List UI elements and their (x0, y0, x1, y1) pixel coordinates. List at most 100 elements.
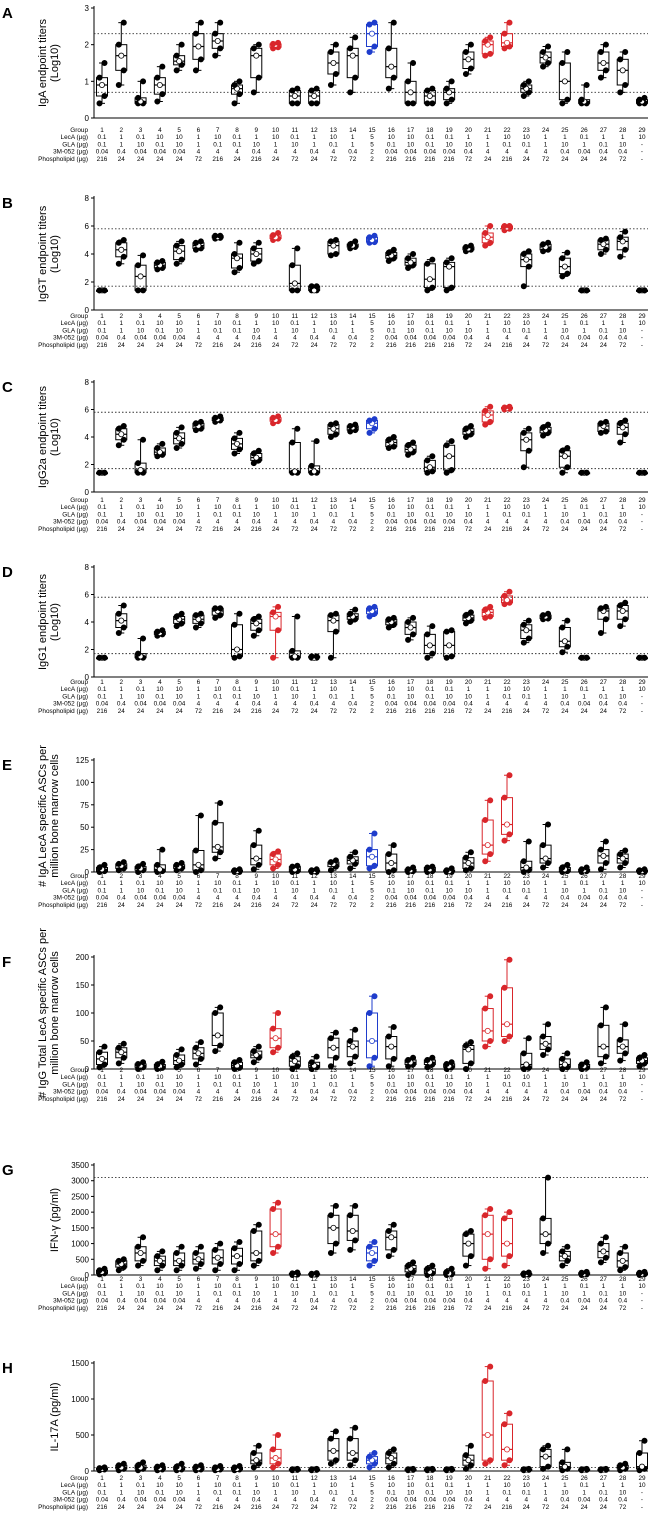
table-cell: 216 (405, 708, 416, 715)
table-cell: 72 (291, 1305, 299, 1312)
data-point (255, 1043, 262, 1050)
data-point (501, 222, 508, 229)
table-row-label: Phospholipid (µg) (38, 156, 88, 163)
table-cell: 7 (216, 1475, 220, 1482)
table-cell: 23 (523, 313, 531, 320)
box-group-19 (443, 865, 456, 876)
data-point (443, 85, 450, 92)
box-group-14 (346, 1424, 359, 1469)
data-point (462, 1452, 469, 1459)
table-cell: 216 (405, 1504, 416, 1511)
box-group-23 (520, 1035, 533, 1073)
table-cell: 216 (386, 1305, 397, 1312)
box-group-15 (366, 232, 378, 246)
data-point (622, 847, 629, 854)
table-cell: 0.04 (134, 895, 147, 902)
table-cell: 0.4 (252, 1497, 261, 1504)
data-point (173, 1052, 180, 1059)
table-cell: 10 (446, 1290, 454, 1297)
data-point (467, 609, 474, 616)
table-cell: 1 (621, 880, 625, 887)
table-cell: 0.04 (578, 895, 591, 902)
table-cell: 0.04 (404, 1089, 417, 1096)
table-cell: 4 (525, 1089, 529, 1096)
table-cell: - (641, 887, 643, 894)
table-cell: 72 (349, 1305, 357, 1312)
table-cell: 0.1 (98, 686, 107, 693)
box-group-8 (231, 1462, 243, 1474)
data-point (96, 1064, 103, 1071)
table-cell: 0.04 (385, 1298, 398, 1305)
table-cell: 216 (502, 526, 513, 533)
data-point (410, 1259, 417, 1266)
data-point (236, 610, 243, 617)
table-cell: 4 (274, 701, 278, 708)
table-cell: 15 (368, 679, 376, 686)
table-cell: 1 (312, 887, 316, 894)
data-point (617, 1462, 624, 1469)
table-cell: 4 (505, 149, 509, 156)
table-cell: 216 (97, 156, 108, 163)
data-point (231, 450, 238, 457)
table-cell: 1 (120, 504, 124, 511)
data-point (602, 1465, 609, 1472)
box-group-20 (462, 849, 475, 874)
table-cell: 10 (330, 134, 338, 141)
data-point (545, 421, 552, 428)
table-cell: 24 (484, 1305, 492, 1312)
data-point (115, 1257, 122, 1264)
table-cell: 4 (197, 149, 201, 156)
data-point (115, 425, 122, 432)
table-cell: 0.1 (387, 1489, 396, 1496)
data-point (236, 239, 243, 246)
table-cell: 10 (407, 1074, 415, 1081)
table-cell: 10 (407, 887, 415, 894)
table-cell: 10 (523, 686, 531, 693)
data-point (289, 1466, 296, 1473)
table-row-label: Phospholipid (µg) (38, 1504, 88, 1511)
table-cell: 10 (638, 1074, 646, 1081)
table-cell: 2 (370, 701, 374, 708)
data-point (523, 256, 530, 263)
table-cell: 0.1 (445, 504, 454, 511)
table-cell: 216 (212, 1096, 223, 1103)
data-point (600, 1248, 607, 1255)
table-cell: 1 (197, 134, 201, 141)
table-cell: 10 (330, 1283, 338, 1290)
table-cell: 2 (120, 1067, 124, 1074)
table-cell: 0.4 (599, 1298, 608, 1305)
box-group-18 (423, 453, 436, 476)
table-cell: 0.04 (443, 895, 456, 902)
data-point (578, 96, 585, 103)
table-cell: 10 (272, 320, 280, 327)
y-tick-label: 3000 (71, 1177, 89, 1186)
table-cell: 4 (544, 1089, 548, 1096)
data-point (233, 440, 240, 447)
table-cell: 10 (523, 880, 531, 887)
table-cell: 1 (197, 887, 201, 894)
table-cell: 0.04 (424, 149, 437, 156)
table-cell: 7 (216, 1276, 220, 1283)
data-point (429, 284, 436, 291)
table-cell: 28 (619, 1067, 627, 1074)
table-cell: 0.1 (98, 511, 107, 518)
data-point (602, 616, 609, 623)
data-point (371, 19, 378, 26)
data-point (602, 1234, 609, 1241)
table-cell: 1 (582, 887, 586, 894)
table-cell: 24 (311, 1504, 319, 1511)
table-cell: 21 (484, 1276, 492, 1283)
data-point (347, 1038, 354, 1045)
table-cell: 1 (351, 1290, 355, 1297)
table-cell: 26 (581, 873, 589, 880)
box-group-4 (153, 627, 166, 639)
table-cell: 1 (274, 1290, 278, 1297)
box-group-28 (616, 1460, 629, 1474)
table-cell: 10 (214, 134, 222, 141)
table-cell: 10 (503, 1074, 511, 1081)
table-cell: 0.1 (522, 327, 531, 334)
table-cell: 2 (370, 526, 374, 533)
data-point (101, 654, 108, 661)
table-cell: 216 (212, 526, 223, 533)
